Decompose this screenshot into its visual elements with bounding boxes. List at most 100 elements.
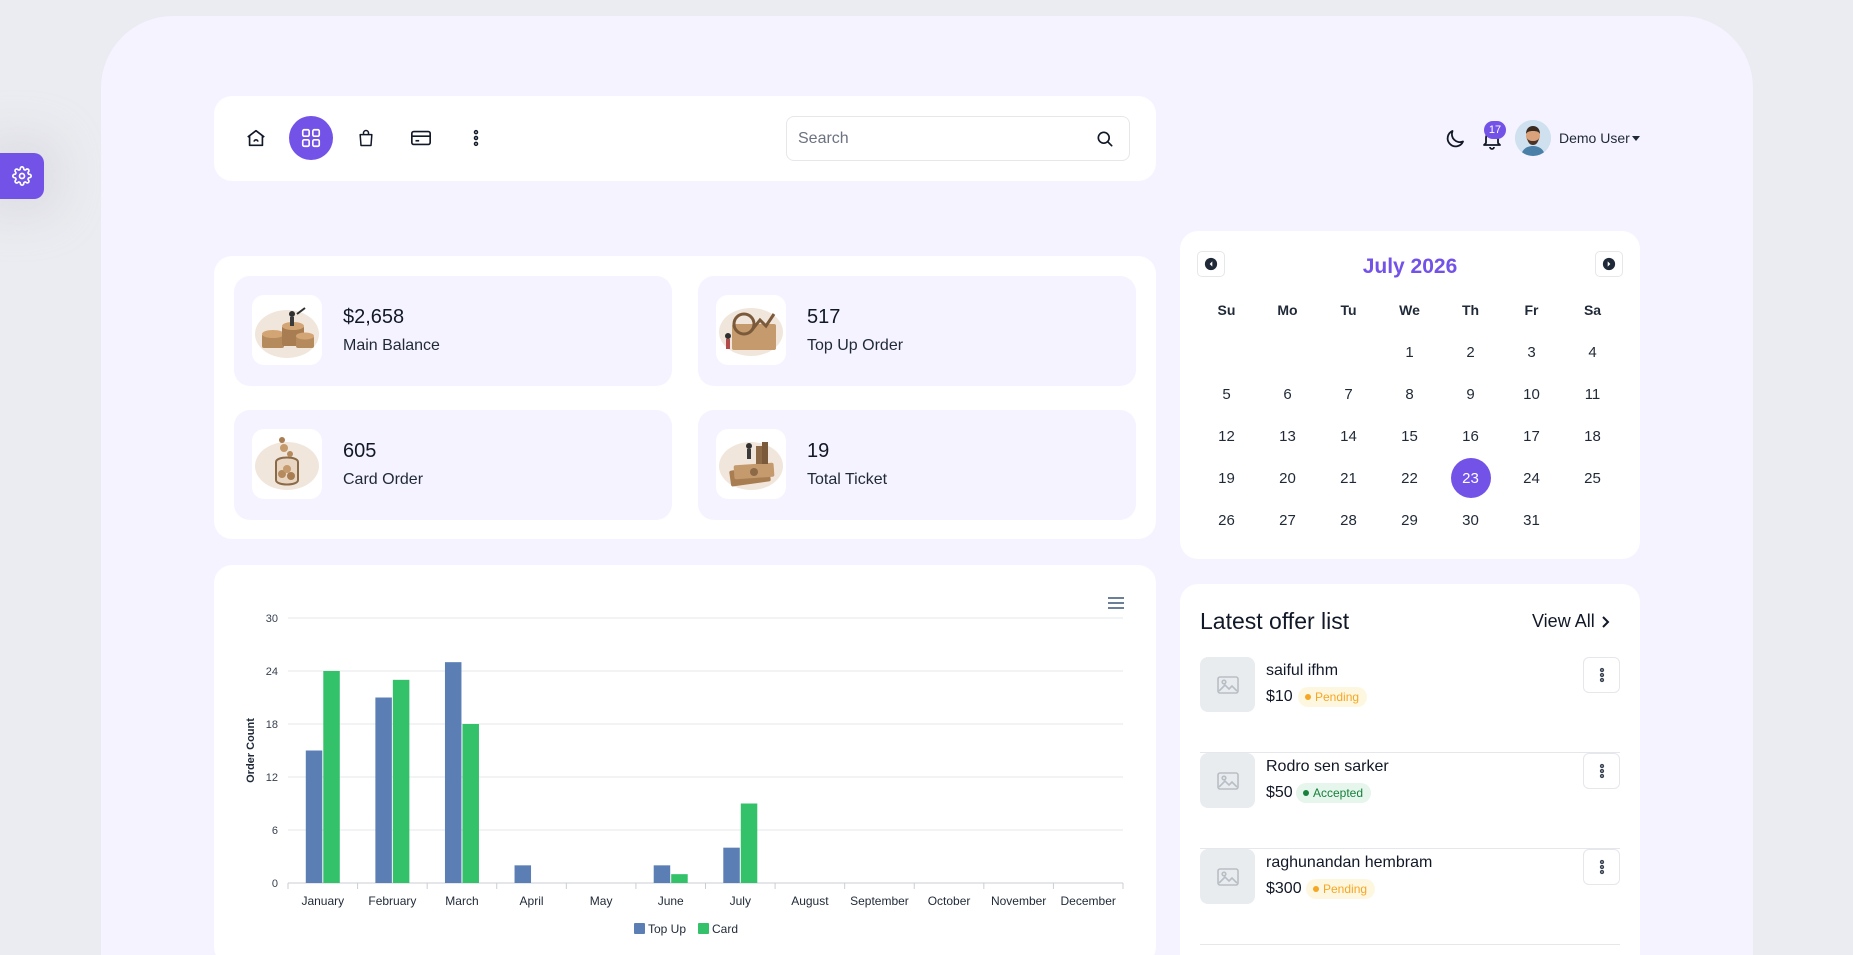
chevron-right-icon [1602,257,1616,271]
search-icon[interactable] [1095,129,1115,149]
calendar-day[interactable]: 20 [1257,457,1318,499]
stats-panel: $2,658 Main Balance 517 Top Up Order 605 [214,256,1156,539]
calendar-day[interactable]: 10 [1501,373,1562,415]
stat-total-ticket: 19 Total Ticket [698,410,1136,520]
calendar-day[interactable]: 2 [1440,331,1501,373]
orders-chart-card: 0 6 12 18 24 30 January February March April May Ju… [214,565,1156,955]
dashboard-button[interactable] [289,116,333,160]
calendar-day[interactable]: 29 [1379,499,1440,541]
stat-label: Main Balance [343,337,440,354]
money-stairs-illustration [716,429,786,499]
calendar-day-label: 28 [1340,511,1357,529]
avatar[interactable] [1515,120,1551,156]
card-icon [411,130,431,146]
stat-value: 19 [807,440,830,462]
calendar-day[interactable]: 3 [1501,331,1562,373]
y-axis-title: Order Count [245,718,257,783]
calendar-day[interactable]: 5 [1196,373,1257,415]
calendar-day-label: 22 [1401,469,1418,487]
more-vertical-icon [1599,859,1604,875]
x-tick-label: December [1061,894,1116,908]
offer-list-title: Latest offer list [1200,608,1350,634]
calendar-day[interactable]: 16 [1440,415,1501,457]
x-tick-label: April [520,894,544,908]
stat-label: Total Ticket [807,471,888,488]
x-tick-label: May [590,894,613,908]
coins-stack-illustration [252,295,322,365]
calendar-day-label: 25 [1584,469,1601,487]
offer-price: $10 [1266,688,1293,705]
more-vertical-icon [473,129,479,147]
offer-menu-button[interactable] [1583,753,1620,789]
calendar-day[interactable]: 26 [1196,499,1257,541]
calendar-day[interactable]: 8 [1379,373,1440,415]
calendar-next-button[interactable] [1595,251,1623,277]
calendar-day[interactable]: 21 [1318,457,1379,499]
calendar-day[interactable]: 4 [1562,331,1623,373]
calendar-day-selected[interactable]: 23 [1440,457,1501,499]
calendar-empty-cell [1318,331,1379,373]
image-placeholder-icon [1216,675,1239,694]
calendar-day[interactable]: 12 [1196,415,1257,457]
calendar-day[interactable]: 28 [1318,499,1379,541]
calendar-day-label: 1 [1405,343,1414,361]
offer-list-item[interactable]: Rodro sen sarker $50 Accepted [1200,753,1620,849]
calendar-day-label: 20 [1279,469,1296,487]
calendar-day[interactable]: 15 [1379,415,1440,457]
chart-menu-icon[interactable] [1107,596,1125,610]
calendar-empty-cell [1257,331,1318,373]
offer-name: Rodro sen sarker [1266,758,1389,775]
calendar-day[interactable]: 1 [1379,331,1440,373]
x-tick-label: October [928,894,971,908]
more-button[interactable] [454,116,498,160]
search-input[interactable] [787,117,1077,160]
calendar-day[interactable]: 11 [1562,373,1623,415]
bar-top-up [444,662,462,883]
shop-button[interactable] [344,116,388,160]
bar-card [392,679,410,883]
calendar-day[interactable]: 22 [1379,457,1440,499]
calendar-day-label: 18 [1584,427,1601,445]
calendar-day[interactable]: 27 [1257,499,1318,541]
calendar-day[interactable]: 24 [1501,457,1562,499]
bar-top-up [305,750,323,883]
calendar-day-label: 3 [1527,343,1536,361]
view-all-link[interactable]: View All [1532,611,1611,632]
calendar-day[interactable]: 17 [1501,415,1562,457]
stat-label: Top Up Order [807,337,904,354]
calendar-day-label: 29 [1401,511,1418,529]
offer-list-item[interactable]: saiful ifhm $10 Pending [1200,657,1620,753]
calendar-day[interactable]: 18 [1562,415,1623,457]
home-icon [247,129,265,147]
user-menu-caret-icon[interactable] [1632,136,1640,141]
bar-top-up [723,847,740,883]
offer-menu-button[interactable] [1583,657,1620,693]
calendar-weekday: Th [1461,302,1480,318]
bar-card [323,671,340,883]
stat-main-balance: $2,658 Main Balance [234,276,672,386]
settings-toggle-button[interactable] [0,153,44,199]
cards-button[interactable] [399,116,443,160]
image-placeholder-icon [1216,867,1239,886]
offer-list-item[interactable]: raghunandan hembram $300 Pending [1200,849,1620,945]
calendar-week-row: 1 2 3 4 [1196,331,1624,373]
calendar-day[interactable]: 13 [1257,415,1318,457]
image-placeholder-icon [1216,771,1239,790]
calendar-day[interactable]: 30 [1440,499,1501,541]
calendar-day[interactable]: 9 [1440,373,1501,415]
calendar-day[interactable]: 19 [1196,457,1257,499]
grid-icon [301,128,321,148]
status-badge: Pending [1306,879,1376,899]
calendar-day[interactable]: 6 [1257,373,1318,415]
calendar-day[interactable]: 14 [1318,415,1379,457]
calendar-day[interactable]: 7 [1318,373,1379,415]
user-menu-label[interactable]: Demo User [1559,130,1630,146]
calendar-prev-button[interactable] [1197,251,1225,277]
calendar-day-label: 4 [1588,343,1597,361]
calendar-day[interactable]: 25 [1562,457,1623,499]
offer-menu-button[interactable] [1583,849,1620,885]
home-button[interactable] [234,116,278,160]
moon-icon[interactable] [1443,127,1467,151]
calendar-day[interactable]: 31 [1501,499,1562,541]
calendar-week-row: 26 27 28 29 30 31 [1196,499,1624,541]
